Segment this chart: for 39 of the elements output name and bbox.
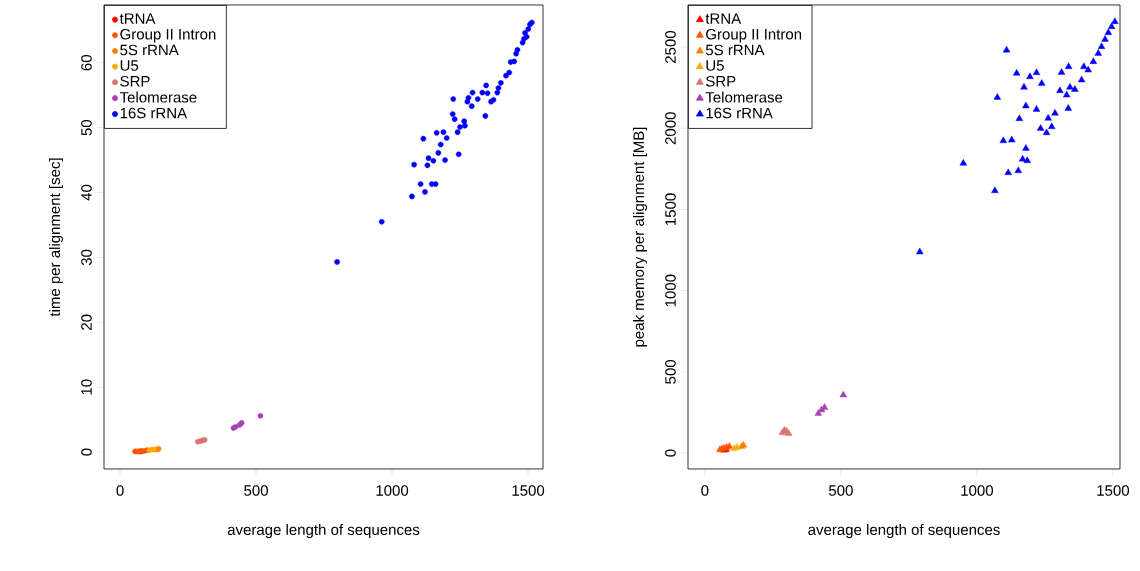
y-tick-label: 500 xyxy=(665,359,676,384)
x-tick-label: 1000 xyxy=(961,485,993,496)
x-tick-label: 1500 xyxy=(512,485,545,496)
legend-label: tRNA xyxy=(705,13,742,24)
x-tick-label: 500 xyxy=(828,485,853,496)
y-tick-label: 0 xyxy=(665,449,676,457)
y-tick-label: 2000 xyxy=(665,112,676,145)
legend-label: Group II Intron xyxy=(706,28,802,43)
y-tick-label: 1500 xyxy=(665,193,676,225)
x-tick-label: 1500 xyxy=(1097,485,1130,496)
y-tick-label: 30 xyxy=(81,249,92,266)
x-tick-label: 500 xyxy=(244,485,268,496)
legend-label: Telomerase xyxy=(705,91,783,103)
legend-label: Group II Intron xyxy=(120,28,216,43)
x-tick-label: 0 xyxy=(116,485,124,496)
x-axis-title: average length of sequences xyxy=(227,524,420,538)
legend-label: 5S rRNA xyxy=(120,44,179,56)
y-axis-title: time per alignment [sec] xyxy=(49,158,63,317)
y-tick-label: 50 xyxy=(81,119,92,136)
y-tick-label: 60 xyxy=(81,55,92,71)
legend-label: SRP xyxy=(120,75,150,87)
legend-label: U5 xyxy=(706,60,724,71)
legend-label: SRP xyxy=(706,75,736,87)
legend-label: Telomerase xyxy=(119,91,197,103)
x-tick-label: 1000 xyxy=(376,485,409,496)
y-tick-label: 40 xyxy=(81,184,92,201)
legend-label: 16S rRNA xyxy=(706,107,773,119)
y-tick-label: 2500 xyxy=(665,30,676,63)
legend-label: tRNA xyxy=(119,13,156,24)
y-tick-label: 20 xyxy=(81,314,92,330)
legend-label: 16S rRNA xyxy=(120,107,188,119)
y-axis-title: peak memory per alignment [MB] xyxy=(633,127,647,347)
y-tick-label: 0 xyxy=(81,448,92,456)
legend-label: U5 xyxy=(120,60,139,71)
x-tick-label: 0 xyxy=(701,485,709,496)
x-axis-title: average length of sequences xyxy=(808,524,1000,538)
legend-label: 5S rRNA xyxy=(705,44,765,56)
y-tick-label: 10 xyxy=(81,379,92,395)
y-tick-label: 1000 xyxy=(665,274,676,307)
